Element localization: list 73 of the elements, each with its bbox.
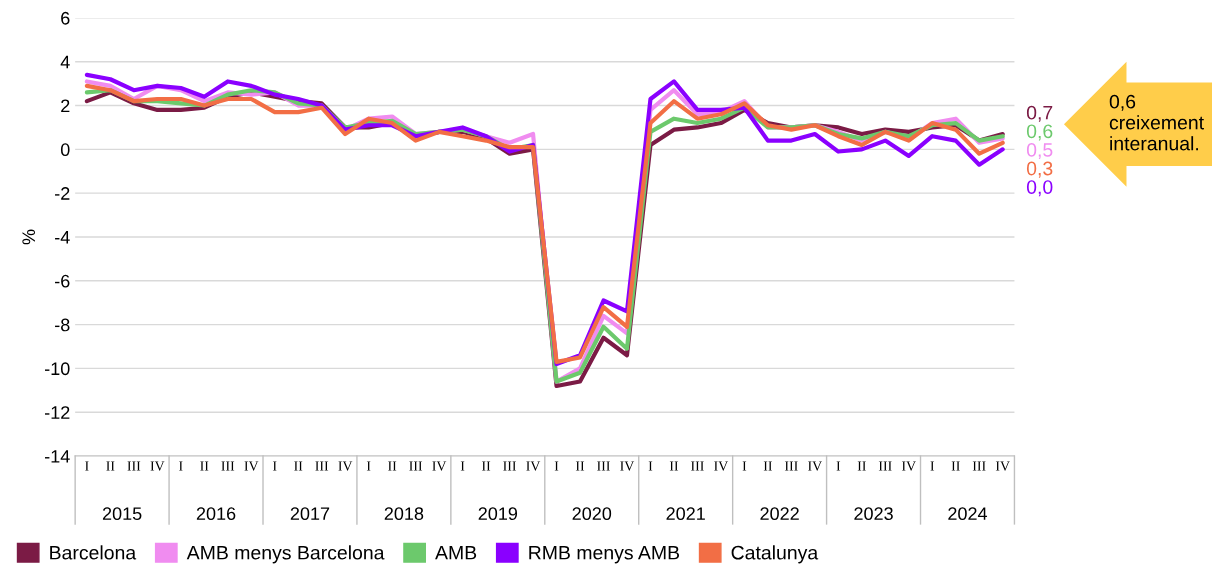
x-tick-label: II: [669, 461, 679, 471]
x-tick-label: III: [972, 461, 986, 471]
text: 2021: [666, 507, 705, 521]
x-tick-label: II: [294, 461, 303, 471]
x-tick-label: IV: [150, 461, 165, 471]
x-tick-label: IV: [244, 461, 259, 471]
data-label: 0,6: [1026, 124, 1053, 141]
y-axis-title: %: [22, 229, 35, 245]
x-tick-label: I: [366, 461, 371, 471]
x-tick-label: I: [648, 461, 653, 471]
text: 2016: [196, 507, 236, 521]
x-tick-label: IV: [995, 461, 1010, 471]
x-tick-label: II: [857, 461, 866, 471]
x-tick-label: I: [930, 461, 935, 471]
x-tick-label: II: [481, 461, 491, 471]
text: 2024: [948, 507, 988, 521]
data-label: 0,0: [1026, 180, 1053, 197]
x-tick-label: I: [85, 461, 89, 471]
x-tick-label: II: [388, 461, 397, 471]
x-tick-label: III: [315, 461, 329, 471]
legend-label: AMB: [435, 545, 477, 560]
x-tick-label: IV: [526, 461, 541, 471]
x-tick-label: III: [784, 461, 798, 471]
text: 2020: [572, 507, 612, 521]
x-tick-label: II: [200, 461, 209, 471]
x-tick-label: III: [127, 461, 141, 471]
x-tick-label: III: [690, 461, 704, 471]
x-tick-label: IV: [808, 461, 823, 471]
x-tick-label: II: [763, 461, 773, 471]
x-tick-label: IV: [901, 461, 916, 471]
text: 2022: [760, 507, 799, 521]
legend-label: AMB menys Barcelona: [186, 545, 385, 564]
y-tick-label: 2: [61, 99, 70, 113]
x-tick-label: I: [179, 461, 183, 471]
data-label: 0,5: [1026, 143, 1053, 160]
y-tick-label: -2: [55, 187, 70, 200]
text: 2019: [478, 507, 518, 521]
x-tick-label: IV: [620, 461, 635, 471]
x-tick-label: I: [272, 461, 277, 471]
x-tick-label: I: [460, 461, 465, 471]
y-tick-label: 4: [60, 55, 70, 69]
y-tick-label: 6: [61, 11, 70, 25]
x-tick-label: III: [409, 461, 423, 471]
text: 0,6 creixement interanual.: [1109, 94, 1204, 151]
y-tick-label: -14: [44, 450, 70, 463]
text: 2023: [854, 507, 893, 521]
legend-label: Barcelona: [50, 545, 137, 560]
x-tick-label: I: [836, 461, 841, 471]
x-tick-label: IV: [338, 461, 353, 471]
x-tick-label: II: [575, 461, 585, 471]
text: 2017: [290, 507, 330, 521]
x-tick-label: III: [597, 461, 610, 471]
data-label: 0,7: [1026, 105, 1053, 122]
x-tick-label: IV: [432, 461, 447, 471]
legend-label: RMB menys AMB: [529, 545, 680, 564]
x-tick-label: III: [221, 461, 235, 471]
x-tick-label: III: [503, 461, 517, 471]
x-tick-label: I: [554, 461, 559, 471]
y-tick-label: 0: [60, 143, 70, 157]
x-tick-label: III: [878, 461, 892, 471]
y-tick-label: -12: [44, 406, 70, 419]
y-tick-label: -4: [55, 231, 70, 244]
x-tick-label: I: [742, 461, 747, 471]
y-tick-label: -8: [55, 318, 70, 332]
text: 2015: [102, 507, 142, 521]
text: 2018: [384, 507, 424, 521]
y-tick-label: -10: [44, 362, 70, 376]
data-label: 0,3: [1026, 161, 1053, 178]
y-tick-label: -6: [55, 274, 70, 288]
x-tick-label: II: [106, 461, 115, 471]
x-tick-label: II: [951, 461, 960, 471]
legend-label: Catalunya: [731, 545, 819, 564]
x-tick-label: IV: [714, 461, 729, 471]
